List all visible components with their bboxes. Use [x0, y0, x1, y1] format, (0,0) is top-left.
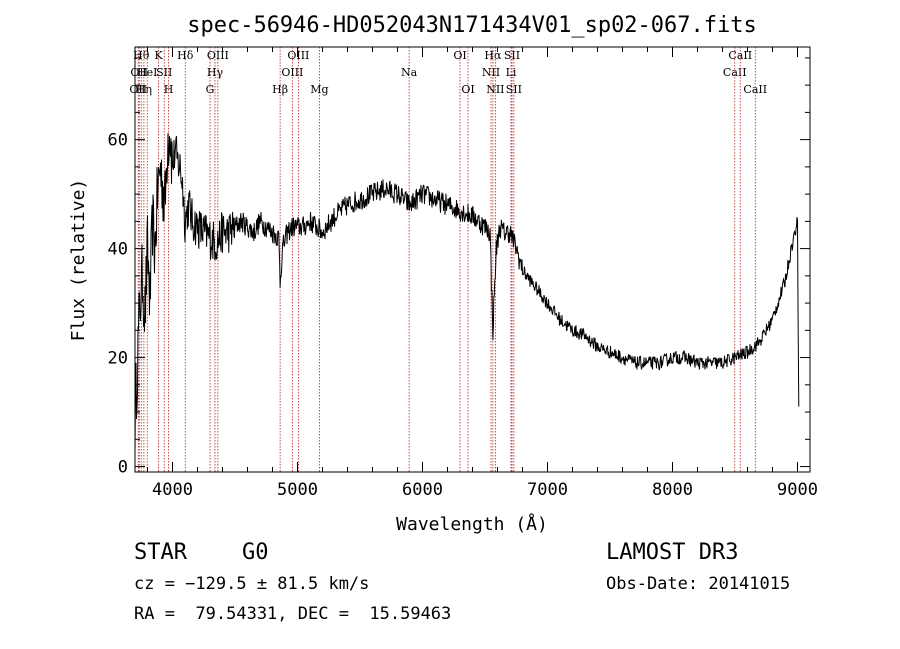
line-label-3: Hη: [136, 83, 152, 96]
x-tick-label-5: 9000: [777, 480, 818, 500]
observation-date: Obs-Date: 20141015: [606, 574, 791, 594]
chart-title: spec-56946-HD052043N171434V01_sp02-067.f…: [187, 13, 757, 38]
object-class: STAR: [134, 540, 187, 565]
line-label-16: Na: [401, 66, 418, 79]
x-tick-label-3: 7000: [527, 480, 568, 500]
survey-name: LAMOST DR3: [606, 540, 739, 565]
line-label-13: OIII: [281, 66, 303, 79]
line-label-11: OIII: [207, 49, 229, 62]
line-label-7: H: [164, 83, 174, 96]
x-tick-label-1: 5000: [277, 480, 318, 500]
x-axis-label: Wavelength (Å): [396, 513, 548, 535]
line-label-22: Li: [506, 66, 517, 79]
object-subclass: G0: [242, 540, 269, 565]
x-tick-label-4: 8000: [652, 480, 693, 500]
line-label-26: CaII: [728, 49, 752, 62]
line-label-15: Mg: [310, 83, 328, 96]
line-label-10: Hγ: [207, 66, 224, 79]
plot-frame: [134, 46, 811, 473]
line-label-19: NII: [482, 66, 500, 79]
line-label-25: CaII: [723, 66, 747, 79]
line-label-2: Hθ: [133, 49, 150, 62]
line-label-17: OI: [453, 49, 466, 62]
line-label-18: OI: [461, 83, 474, 96]
line-label-5: K: [155, 49, 164, 62]
y-axis-label: Flux (relative): [68, 179, 89, 342]
line-label-27: CaII: [743, 83, 767, 96]
line-label-4: HeI: [137, 66, 157, 79]
x-tick-label-0: 4000: [152, 480, 193, 500]
line-label-0: OII: [129, 83, 147, 96]
line-label-14: OIII: [287, 49, 309, 62]
line-label-8: Hδ: [177, 49, 194, 62]
line-label-24: SII: [506, 83, 522, 96]
line-label-12: Hβ: [272, 83, 288, 96]
emission-lines: OIIOIIHθHηHeIKSIIHHδGHγOIIIHβOIIIOIIIMgN…: [129, 47, 767, 472]
axis-ticks: 4000 5000 6000 7000 8000 9000 0 20 40 60: [108, 47, 818, 500]
spectrum-line: [134, 133, 800, 454]
plot-border: [134, 46, 811, 473]
y-tick-label-1: 20: [108, 349, 128, 369]
y-tick-label-2: 40: [108, 240, 128, 260]
spectrum-series: [134, 133, 800, 454]
line-label-6: SII: [156, 66, 172, 79]
coordinates: RA = 79.54331, DEC = 15.59463: [134, 604, 452, 624]
y-tick-label-3: 60: [108, 131, 128, 151]
line-label-20: Hα: [484, 49, 502, 62]
redshift-velocity: cz = −129.5 ± 81.5 km/s: [134, 574, 370, 594]
line-label-9: G: [206, 83, 215, 96]
line-label-21: NII: [486, 83, 504, 96]
line-label-23: SII: [504, 49, 520, 62]
y-tick-label-0: 0: [118, 458, 128, 478]
x-tick-label-2: 6000: [402, 480, 443, 500]
